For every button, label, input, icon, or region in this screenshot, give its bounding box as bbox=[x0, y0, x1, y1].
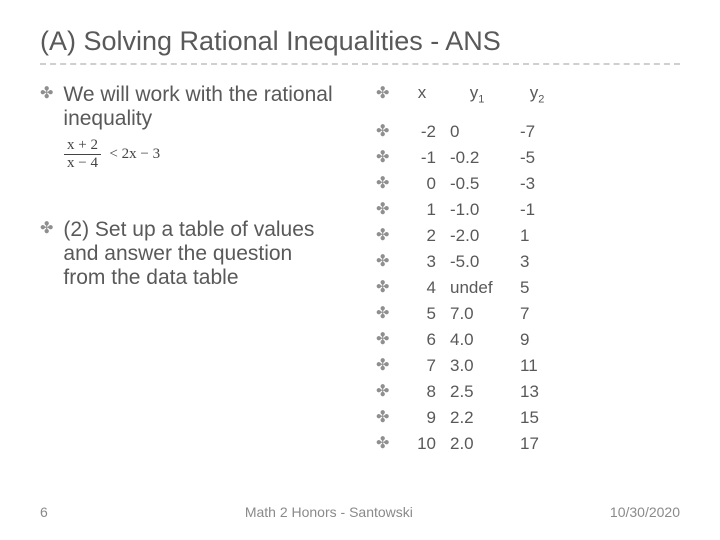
table-row: ✤82.513 bbox=[376, 379, 680, 405]
page-number: 6 bbox=[40, 504, 48, 520]
bullet-icon: ✤ bbox=[376, 121, 402, 143]
cell-y2: 5 bbox=[512, 278, 562, 298]
cell-y1: 0 bbox=[442, 122, 512, 142]
cell-y1: -2.0 bbox=[442, 226, 512, 246]
cell-y2: 7 bbox=[512, 304, 562, 324]
cell-y1: -0.2 bbox=[442, 148, 512, 168]
cell-y2: 3 bbox=[512, 252, 562, 272]
bullet-2-text: (2) Set up a table of values and answer … bbox=[63, 218, 340, 290]
bullet-icon: ✤ bbox=[376, 225, 402, 247]
formula-denominator: x − 4 bbox=[64, 155, 101, 172]
table-row: ✤2-2.01 bbox=[376, 223, 680, 249]
cell-x: 9 bbox=[402, 408, 442, 428]
bullet-icon: ✤ bbox=[376, 303, 402, 325]
cell-y1: 2.5 bbox=[442, 382, 512, 402]
cell-x: 4 bbox=[402, 278, 442, 298]
table-row: ✤0-0.5-3 bbox=[376, 171, 680, 197]
table-header-row: ✤ x y1 y2 bbox=[376, 83, 680, 105]
bullet-icon: ✤ bbox=[376, 199, 402, 221]
bullet-1-text: We will work with the rational inequalit… bbox=[63, 83, 340, 131]
bullet-icon: ✤ bbox=[376, 407, 402, 429]
bullet-icon: ✤ bbox=[376, 147, 402, 169]
table-row: ✤4undef5 bbox=[376, 275, 680, 301]
cell-y2: 17 bbox=[512, 434, 562, 454]
table-row: ✤3-5.03 bbox=[376, 249, 680, 275]
table-row: ✤57.07 bbox=[376, 301, 680, 327]
bullet-icon: ✤ bbox=[40, 218, 53, 290]
table-row: ✤73.011 bbox=[376, 353, 680, 379]
cell-y2: 13 bbox=[512, 382, 562, 402]
cell-y2: -3 bbox=[512, 174, 562, 194]
cell-x: 1 bbox=[402, 200, 442, 220]
table-row: ✤64.09 bbox=[376, 327, 680, 353]
bullet-icon: ✤ bbox=[376, 433, 402, 455]
cell-y2: 15 bbox=[512, 408, 562, 428]
slide-body: ✤ We will work with the rational inequal… bbox=[40, 83, 680, 457]
cell-x: 8 bbox=[402, 382, 442, 402]
cell-y1: -0.5 bbox=[442, 174, 512, 194]
table-row: ✤-1-0.2-5 bbox=[376, 145, 680, 171]
table-row: ✤1-1.0-1 bbox=[376, 197, 680, 223]
cell-y1: -1.0 bbox=[442, 200, 512, 220]
cell-y1: 4.0 bbox=[442, 330, 512, 350]
formula-numerator: x + 2 bbox=[64, 137, 101, 155]
formula-rhs: < 2x − 3 bbox=[109, 146, 160, 162]
cell-x: 0 bbox=[402, 174, 442, 194]
bullet-icon: ✤ bbox=[376, 277, 402, 299]
cell-y1: 7.0 bbox=[442, 304, 512, 324]
bullet-icon: ✤ bbox=[376, 83, 402, 105]
bullet-icon: ✤ bbox=[376, 329, 402, 351]
footer: 6 Math 2 Honors - Santowski 10/30/2020 bbox=[0, 504, 720, 520]
cell-y2: 1 bbox=[512, 226, 562, 246]
slide-title: (A) Solving Rational Inequalities - ANS bbox=[40, 26, 680, 65]
table-header-y1: y1 bbox=[442, 83, 512, 105]
cell-y2: -7 bbox=[512, 122, 562, 142]
cell-x: 3 bbox=[402, 252, 442, 272]
cell-x: 7 bbox=[402, 356, 442, 376]
cell-x: -1 bbox=[402, 148, 442, 168]
table-row: ✤-20-7 bbox=[376, 119, 680, 145]
footer-date: 10/30/2020 bbox=[610, 504, 680, 520]
cell-y1: 2.2 bbox=[442, 408, 512, 428]
cell-y1: 3.0 bbox=[442, 356, 512, 376]
cell-y1: -5.0 bbox=[442, 252, 512, 272]
cell-y1: 2.0 bbox=[442, 434, 512, 454]
right-column: ✤ x y1 y2 ✤-20-7✤-1-0.2-5✤0-0.5-3✤1-1.0-… bbox=[376, 83, 680, 457]
cell-y2: -1 bbox=[512, 200, 562, 220]
table-header-x: x bbox=[402, 83, 442, 105]
cell-y2: -5 bbox=[512, 148, 562, 168]
cell-y1: undef bbox=[442, 278, 512, 298]
bullet-icon: ✤ bbox=[376, 381, 402, 403]
bullet-1: ✤ We will work with the rational inequal… bbox=[40, 83, 340, 172]
footer-center: Math 2 Honors - Santowski bbox=[245, 504, 413, 520]
cell-y2: 11 bbox=[512, 356, 562, 376]
bullet-icon: ✤ bbox=[376, 355, 402, 377]
table-row: ✤102.017 bbox=[376, 431, 680, 457]
table-row: ✤92.215 bbox=[376, 405, 680, 431]
table-header-y2: y2 bbox=[512, 83, 562, 105]
bullet-icon: ✤ bbox=[40, 83, 53, 131]
bullet-2: ✤ (2) Set up a table of values and answe… bbox=[40, 218, 340, 290]
data-table: ✤-20-7✤-1-0.2-5✤0-0.5-3✤1-1.0-1✤2-2.01✤3… bbox=[376, 119, 680, 457]
left-column: ✤ We will work with the rational inequal… bbox=[40, 83, 340, 457]
cell-y2: 9 bbox=[512, 330, 562, 350]
cell-x: 10 bbox=[402, 434, 442, 454]
cell-x: 5 bbox=[402, 304, 442, 324]
bullet-icon: ✤ bbox=[376, 173, 402, 195]
slide: (A) Solving Rational Inequalities - ANS … bbox=[0, 0, 720, 540]
cell-x: 2 bbox=[402, 226, 442, 246]
cell-x: -2 bbox=[402, 122, 442, 142]
bullet-icon: ✤ bbox=[376, 251, 402, 273]
cell-x: 6 bbox=[402, 330, 442, 350]
inequality-formula: x + 2 x − 4 < 2x − 3 bbox=[64, 137, 340, 172]
